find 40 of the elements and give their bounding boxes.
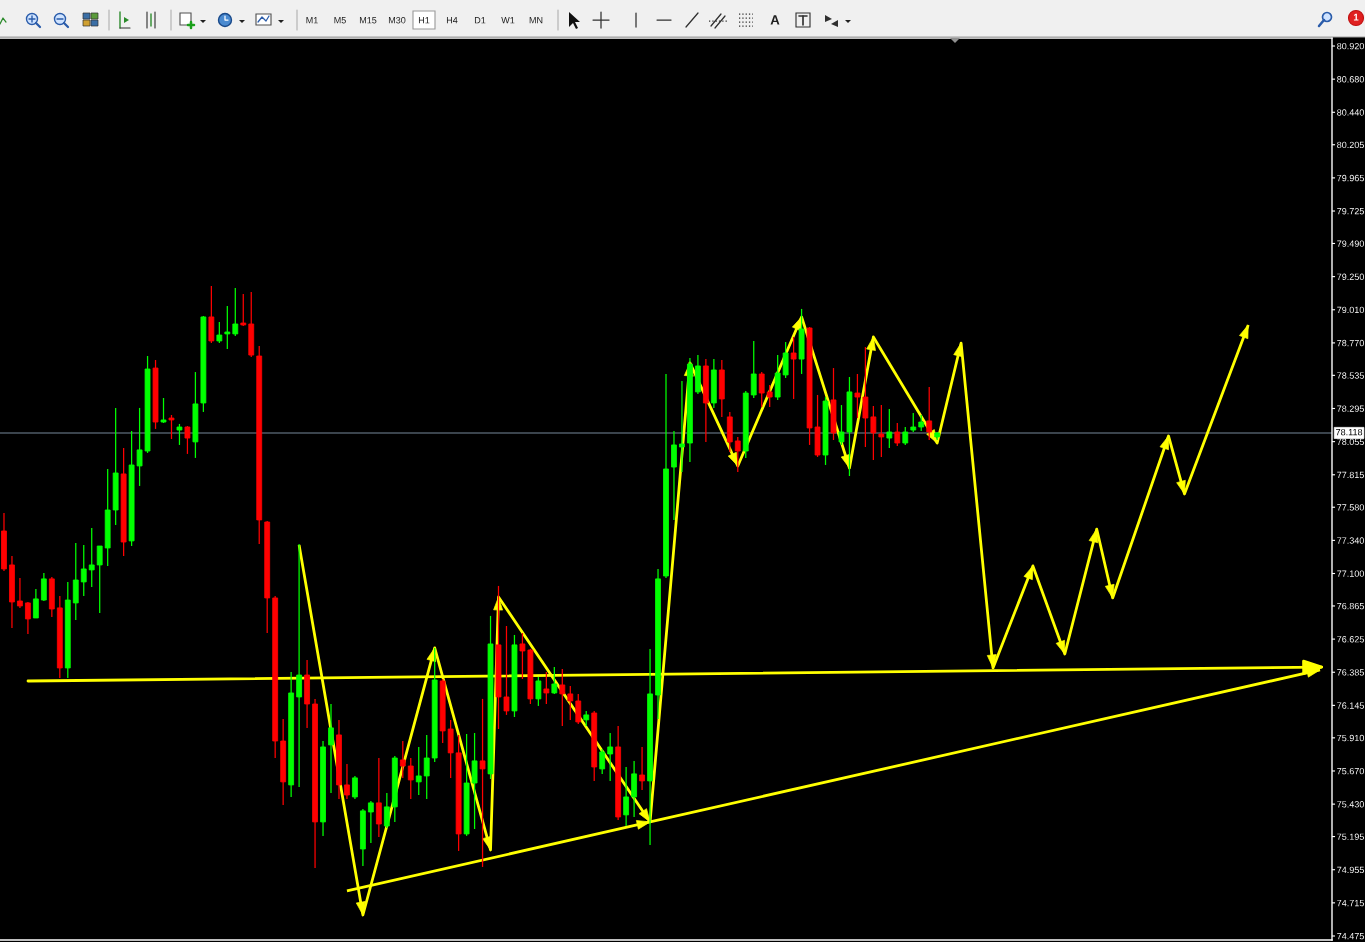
y-tick-label: 80.920 — [1337, 42, 1364, 50]
y-tick-label: 78.770 — [1337, 339, 1364, 347]
y-tick-label: 76.145 — [1337, 702, 1364, 709]
text: M5 — [334, 17, 346, 24]
y-tick-label: 74.475 — [1337, 933, 1364, 940]
text: H1 — [418, 17, 430, 24]
y-tick-label: 76.385 — [1337, 669, 1364, 676]
y-tick-label: 79.965 — [1337, 174, 1364, 182]
y-tick-label: 79.490 — [1337, 240, 1364, 247]
y-tick-label: 74.955 — [1337, 866, 1364, 874]
y-tick-label: 77.580 — [1337, 504, 1364, 511]
y-tick-label: 79.250 — [1337, 273, 1364, 280]
y-tick-label: 80.440 — [1337, 109, 1364, 116]
text: H4 — [446, 17, 458, 24]
y-tick-label: 80.205 — [1337, 141, 1364, 149]
text: M30 — [388, 17, 406, 24]
y-tick-label: 79.725 — [1337, 207, 1364, 215]
y-tick-label: 75.195 — [1337, 833, 1364, 840]
ref-line-label: 78.118 — [1336, 428, 1363, 436]
y-tick-label: 75.670 — [1337, 767, 1364, 775]
y-tick-label: 78.535 — [1337, 372, 1364, 379]
text: MN — [529, 17, 543, 24]
y-tick-label: 78.055 — [1337, 438, 1364, 445]
y-tick-label: 80.680 — [1337, 76, 1364, 83]
y-tick-label: 75.430 — [1337, 801, 1364, 808]
y-tick-label: 76.865 — [1337, 602, 1364, 610]
y-tick-label: 76.625 — [1337, 636, 1364, 643]
text: 1 — [1353, 13, 1359, 21]
text: M1 — [306, 17, 318, 24]
y-tick-label: 79.010 — [1337, 306, 1364, 314]
y-tick-label: 77.340 — [1337, 537, 1364, 544]
y-tick-label: 75.910 — [1337, 734, 1364, 742]
y-tick-label: 77.815 — [1337, 471, 1364, 479]
y-tick-label: 78.295 — [1337, 405, 1364, 412]
text: M15 — [359, 17, 377, 24]
y-tick-label: 77.100 — [1337, 570, 1364, 577]
y-tick-label: 74.715 — [1337, 899, 1364, 907]
text: D1 — [474, 17, 486, 24]
text: A — [770, 15, 780, 25]
text: W1 — [501, 17, 515, 24]
